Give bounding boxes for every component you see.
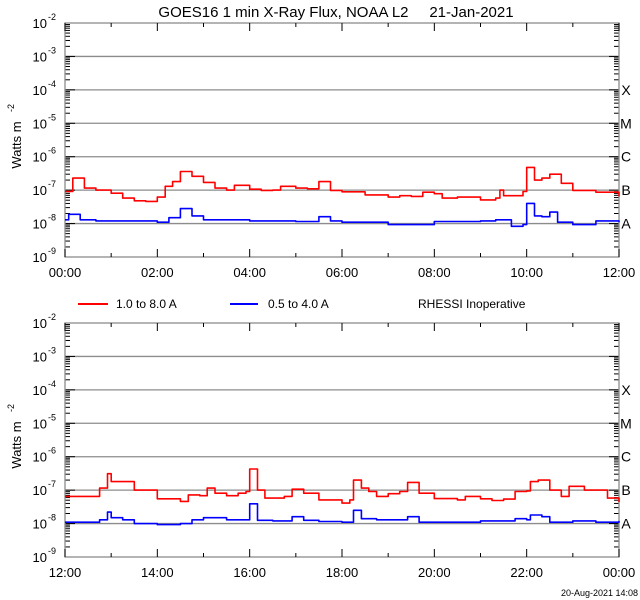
y-tick-label-base: 10	[33, 116, 47, 131]
y-tick-label-base: 10	[33, 517, 47, 532]
y-tick-label-base: 10	[33, 250, 47, 265]
flare-class-label: A	[621, 516, 631, 532]
y-tick-label-exponent: -8	[48, 213, 56, 223]
flare-class-label: B	[621, 182, 630, 198]
y-tick-label-base: 10	[33, 550, 47, 565]
x-tick-label: 12:00	[49, 565, 82, 580]
y-tick-label-exponent: -3	[48, 45, 56, 55]
y-tick-label-exponent: -2	[48, 12, 56, 22]
y-tick-label-exponent: -5	[48, 112, 56, 122]
x-tick-label: 04:00	[233, 265, 266, 280]
y-axis-label-exponent: -2	[6, 404, 16, 412]
y-tick-label-exponent: -6	[48, 446, 56, 456]
x-tick-label: 12:00	[603, 265, 636, 280]
x-tick-label: 16:00	[233, 565, 266, 580]
y-tick-label-base: 10	[33, 183, 47, 198]
y-tick-label-exponent: -7	[48, 179, 56, 189]
legend-label-short-channel: 0.5 to 4.0 A	[268, 297, 329, 311]
x-tick-label: 08:00	[418, 265, 451, 280]
flare-class-label: B	[621, 482, 630, 498]
y-tick-label-base: 10	[33, 483, 47, 498]
series-line-1-8A	[65, 166, 620, 203]
y-tick-label-base: 10	[33, 150, 47, 165]
panel-2: 10-210-310-410-510-610-710-810 -912:00 14:…	[6, 312, 635, 580]
x-tick-label: 20:00	[418, 565, 451, 580]
y-tick-label-exponent: -3	[48, 345, 56, 355]
y-tick-label-exponent: -8	[48, 513, 56, 523]
y-tick-label-base: 10	[33, 349, 47, 364]
x-tick-label: 00:00	[603, 565, 636, 580]
series-line-0.5-4A	[65, 202, 620, 228]
legend: 1.0 to 8.0 A 0.5 to 4.0 A RHESSI Inopera…	[78, 297, 526, 311]
y-tick-label-base: 10	[33, 416, 47, 431]
x-tick-label: 06:00	[326, 265, 359, 280]
y-axis-label-text: Watts m	[9, 121, 24, 168]
flare-class-label: X	[621, 82, 631, 98]
y-tick-label-base: 10	[33, 450, 47, 465]
y-tick-label-base: 10	[33, 217, 47, 232]
flare-class-label: M	[620, 115, 632, 131]
x-tick-label: 10:00	[510, 265, 543, 280]
generation-timestamp: 20-Aug-2021 14:08	[561, 588, 638, 598]
flare-class-label: C	[621, 149, 631, 165]
y-axis-label: Watts m -2	[6, 104, 24, 169]
y-axis-label: Watts m -2	[6, 404, 24, 469]
y-tick-label-exponent: -9	[48, 246, 56, 256]
flare-class-label: A	[621, 216, 631, 232]
y-tick-label-exponent: -4	[48, 379, 56, 389]
y-tick-label-exponent: -5	[48, 412, 56, 422]
y-tick-label-exponent: -7	[48, 479, 56, 489]
y-tick-label-base: 10	[33, 49, 47, 64]
y-tick-label-exponent: -6	[48, 146, 56, 156]
series-line-0.5-4A	[65, 502, 620, 526]
series-line-1-8A	[65, 468, 620, 504]
y-axis-label-text: Watts m	[9, 421, 24, 468]
y-tick-label-exponent: -4	[48, 79, 56, 89]
y-tick-label-base: 10	[33, 83, 47, 98]
flare-class-label: C	[621, 449, 631, 465]
y-tick-label-exponent: -2	[48, 312, 56, 322]
flare-class-label: M	[620, 415, 632, 431]
legend-label-long-channel: 1.0 to 8.0 A	[116, 297, 177, 311]
y-tick-label-base: 10	[33, 383, 47, 398]
y-tick-label-base: 10	[33, 16, 47, 31]
legend-note: RHESSI Inoperative	[418, 297, 526, 311]
x-tick-label: 00:00	[49, 265, 82, 280]
x-tick-label: 02:00	[141, 265, 174, 280]
panel-1: 10-210-310-410-510-610-710-810 -900:00 02:…	[6, 12, 635, 280]
y-tick-label-base: 10	[33, 316, 47, 331]
y-axis-label-exponent: -2	[6, 104, 16, 112]
y-tick-label-exponent: -9	[48, 546, 56, 556]
flare-class-label: X	[621, 382, 631, 398]
x-tick-label: 22:00	[510, 565, 543, 580]
x-tick-label: 18:00	[326, 565, 359, 580]
x-tick-label: 14:00	[141, 565, 174, 580]
chart-title: GOES16 1 min X-Ray Flux, NOAA L2 21-Jan-…	[158, 4, 513, 21]
